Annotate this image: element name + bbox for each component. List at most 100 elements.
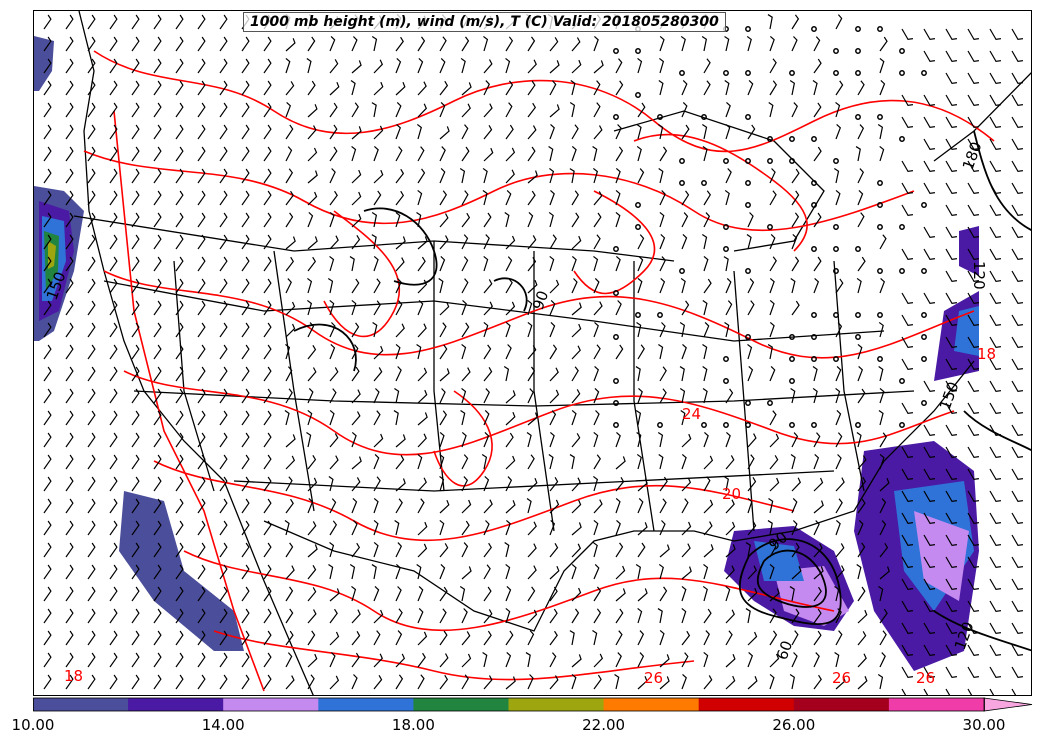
wind-barb [131, 630, 140, 646]
wind-barb [327, 278, 334, 294]
wind-barb [153, 564, 162, 580]
wind-barb [131, 278, 140, 294]
wind-barb [175, 234, 184, 250]
wind-barb [109, 322, 118, 338]
wind-barb [791, 36, 798, 52]
wind-barb [791, 630, 799, 646]
wind-barb [769, 455, 779, 470]
wind-barb [197, 80, 206, 96]
calm-marker [635, 224, 641, 230]
wind-barb [658, 453, 664, 470]
calm-marker [745, 400, 751, 406]
wind-barb [65, 388, 74, 404]
wind-barb [549, 389, 560, 404]
wind-barb [87, 36, 96, 52]
wind-barb [571, 563, 577, 580]
wind-barb [835, 477, 845, 492]
calm-marker [811, 246, 817, 252]
colorbar-extend-max [983, 697, 1033, 712]
wind-barb [945, 556, 958, 569]
wind-barb [87, 410, 96, 426]
wind-barb [241, 630, 250, 646]
wind-barb [43, 58, 52, 74]
calm-marker [657, 312, 663, 318]
wind-barb [461, 256, 469, 272]
wind-barb [65, 322, 74, 338]
wind-barb [263, 322, 272, 338]
wind-barb [636, 431, 642, 448]
wind-barb [1011, 204, 1024, 217]
wind-barb [417, 367, 428, 382]
wind-barb [505, 432, 514, 448]
wind-barb [505, 563, 511, 580]
wind-barb [351, 542, 361, 558]
wind-barb [593, 344, 601, 360]
wind-barb [197, 168, 206, 184]
calm-marker [811, 334, 817, 340]
wind-barb [527, 454, 535, 470]
wind-barb [681, 498, 689, 514]
wind-barb [989, 644, 1002, 657]
state-line-1 [103, 280, 885, 342]
colorbar [33, 697, 1033, 712]
wind-barb [373, 454, 380, 470]
wind-barb [65, 564, 74, 580]
wind-barb [417, 168, 426, 184]
wind-barb [284, 519, 290, 536]
wind-barb [703, 499, 714, 514]
wind-barb [812, 365, 818, 382]
wind-barb [263, 410, 272, 426]
wind-barb [813, 432, 821, 448]
wind-barb [483, 630, 492, 646]
wind-barb [659, 388, 667, 404]
wind-barb [945, 204, 958, 217]
wind-barb [153, 630, 162, 646]
calm-marker [855, 422, 861, 428]
wind-barb [131, 498, 140, 514]
wind-barb [87, 630, 96, 646]
wind-barb [571, 543, 582, 558]
wind-barb [769, 673, 775, 690]
wind-barb [395, 542, 403, 558]
wind-barb [65, 432, 74, 448]
wind-barb [967, 204, 980, 217]
wind-barb [879, 652, 886, 668]
wind-barb [65, 674, 74, 690]
wind-barb [923, 556, 936, 569]
wind-barb [65, 168, 74, 184]
wind-barb [349, 256, 355, 272]
wind-barb [967, 248, 980, 261]
wind-barb [65, 36, 74, 52]
wind-barb [351, 169, 362, 184]
wind-barb [989, 160, 1002, 173]
calm-marker [745, 158, 751, 164]
wind-barb [153, 322, 162, 338]
wind-barb [857, 168, 865, 184]
wind-barb [43, 476, 52, 492]
wind-barb [790, 387, 796, 404]
wind-barb [65, 652, 74, 668]
wind-barb [681, 343, 687, 360]
wind-barb [989, 138, 1002, 151]
wind-barb [439, 431, 445, 448]
wind-barb [131, 366, 140, 382]
wind-barb [637, 57, 643, 74]
wind-barb [219, 652, 228, 668]
wind-barb [549, 543, 559, 558]
wind-barb [175, 608, 184, 624]
wind-barb [307, 630, 316, 646]
wind-barb [703, 675, 713, 690]
calm-marker [855, 26, 861, 32]
wind-barb [131, 542, 140, 558]
wind-barb [483, 279, 493, 294]
wind-barb [197, 454, 206, 470]
wind-barb [615, 519, 621, 536]
wind-barb [87, 366, 96, 382]
state-line-5 [273, 250, 315, 512]
wind-barb [791, 542, 800, 558]
wind-barb [681, 102, 688, 118]
wind-barb [241, 366, 250, 382]
wind-barb [879, 566, 890, 580]
wind-barb [351, 652, 360, 668]
wind-barb [197, 36, 206, 52]
